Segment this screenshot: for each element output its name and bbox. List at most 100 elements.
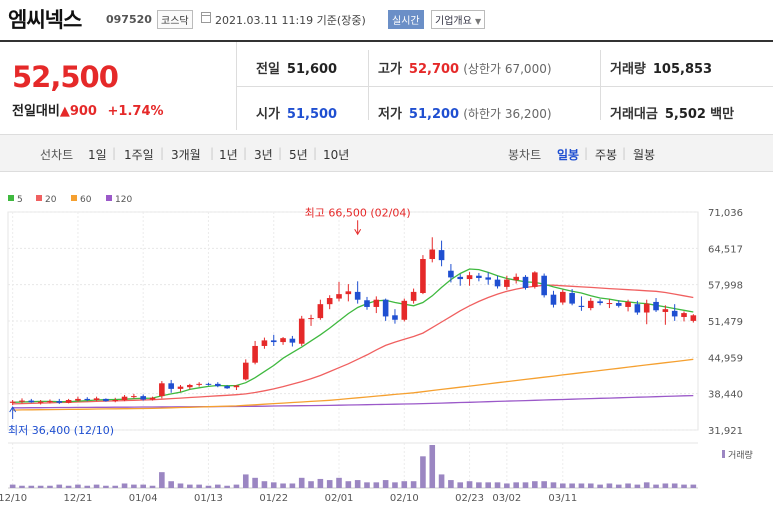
candle-monthly[interactable]: 월봉 [633, 148, 656, 162]
realtime-button[interactable]: 실시간 [388, 10, 424, 29]
stock-code: 097520 [106, 13, 152, 26]
prev-close-label: 전일 [256, 62, 280, 77]
candle-body [336, 294, 342, 299]
candle-body [429, 249, 436, 260]
volume-bar [336, 477, 342, 488]
amount-unit: 백만 [710, 107, 735, 122]
candle-weekly[interactable]: 주봉 [595, 148, 618, 162]
volume-label: 거래량 [610, 62, 646, 77]
volume-bar [56, 484, 63, 488]
x-tick-label: 01/04 [129, 493, 158, 504]
candle-body [205, 383, 212, 385]
y-tick-label: 38,440 [708, 390, 743, 401]
divider [236, 86, 773, 87]
period-3y[interactable]: 3년 [254, 148, 273, 162]
x-tick-label: 02/23 [455, 493, 484, 504]
x-tick-label: 12/10 [0, 493, 27, 504]
period-1y[interactable]: 1년 [219, 148, 238, 162]
candle-body [364, 300, 370, 307]
volume-legend-label: 거래량 [728, 449, 753, 461]
volume-bar [681, 484, 687, 488]
candle-body [93, 398, 100, 401]
y-tick-label: 57,998 [708, 281, 743, 292]
candle-body [28, 400, 35, 403]
candle-body [149, 397, 156, 400]
volume-bar [634, 484, 641, 488]
volume-bar [494, 482, 501, 488]
volume-bar [373, 482, 380, 488]
low-value: 51,200 [408, 107, 460, 122]
open-label: 시가 [256, 107, 280, 122]
high-price: 고가 52,700 (상한가 67,000) [378, 58, 552, 77]
candle-body [233, 385, 240, 388]
volume-bar [37, 485, 44, 488]
period-5y[interactable]: 5년 [289, 148, 308, 162]
low-annotation: 최저 36,400 (12/10) [8, 424, 114, 437]
candle-body [569, 293, 575, 304]
line-chart-button[interactable]: 선차트 [40, 148, 74, 162]
candle-daily[interactable]: 일봉 [557, 148, 580, 162]
legend-swatch [106, 195, 112, 201]
ma60-line [12, 358, 694, 411]
chart-svg: 5 20 60 120 71,036 64,517 57,998 51,479 44,959 38… [0, 195, 753, 504]
candle-body [653, 301, 659, 311]
candle-body [168, 383, 174, 389]
candle-body [242, 362, 249, 380]
ma5-line [12, 268, 694, 403]
company-overview-label: 기업개요 [435, 16, 472, 27]
volume-bar [466, 481, 473, 488]
candle-body [19, 400, 25, 402]
volume-bar [75, 484, 81, 488]
candle-body [308, 318, 314, 320]
candle-body [541, 275, 547, 296]
period-1w[interactable]: 1주일 [124, 148, 154, 162]
volume-bar [438, 474, 445, 488]
candle-body [65, 400, 72, 403]
company-overview-dropdown[interactable]: 기업개요 ▼ [431, 10, 486, 29]
legend-label: 60 [80, 195, 92, 205]
low-price: 저가 51,200 (하한가 36,200) [378, 103, 552, 122]
candle-body [261, 340, 268, 346]
candle-body [401, 300, 408, 320]
candle-body [625, 301, 631, 307]
up-arrow-icon: ▲ [59, 104, 70, 119]
divider: | [584, 146, 589, 160]
candle-chart-button[interactable]: 봉차트 [508, 148, 542, 162]
divider: | [313, 146, 318, 160]
candle-body [476, 275, 482, 278]
period-3m[interactable]: 3개월 [171, 148, 201, 162]
volume-bar [242, 474, 249, 488]
volume-bar [28, 485, 35, 488]
period-1d[interactable]: 1일 [88, 148, 107, 162]
candle-body [392, 315, 398, 320]
volume-bar [354, 480, 361, 488]
y-tick-label: 71,036 [708, 208, 743, 219]
candle-body [690, 315, 697, 321]
volume-bar [93, 484, 100, 488]
prev-close: 전일 51,600 [256, 58, 337, 77]
divider: | [210, 146, 215, 160]
volume-bar [280, 483, 286, 488]
candle-body [224, 386, 230, 389]
low-arrow-head [9, 406, 17, 413]
candle-body [382, 299, 389, 317]
volume-bar [569, 483, 575, 488]
candle-body [373, 299, 380, 307]
volume-bar [47, 485, 53, 488]
header-divider [0, 40, 773, 42]
volume-bar [448, 480, 454, 488]
volume-bar [504, 483, 510, 488]
legend-label: 20 [45, 195, 57, 205]
period-10y[interactable]: 10년 [323, 148, 350, 162]
amount-label: 거래대금 [610, 107, 658, 122]
candle-body [56, 401, 63, 403]
volume-bar [476, 482, 482, 488]
candle-body [196, 383, 202, 385]
divider: | [112, 146, 117, 160]
stock-name: 엠씨넥스 [8, 8, 82, 32]
amount-value: 5,502 [664, 107, 706, 122]
volume-bar [103, 485, 109, 488]
candle-body [522, 276, 529, 288]
candle-body [326, 298, 333, 305]
candle-body [84, 398, 91, 401]
